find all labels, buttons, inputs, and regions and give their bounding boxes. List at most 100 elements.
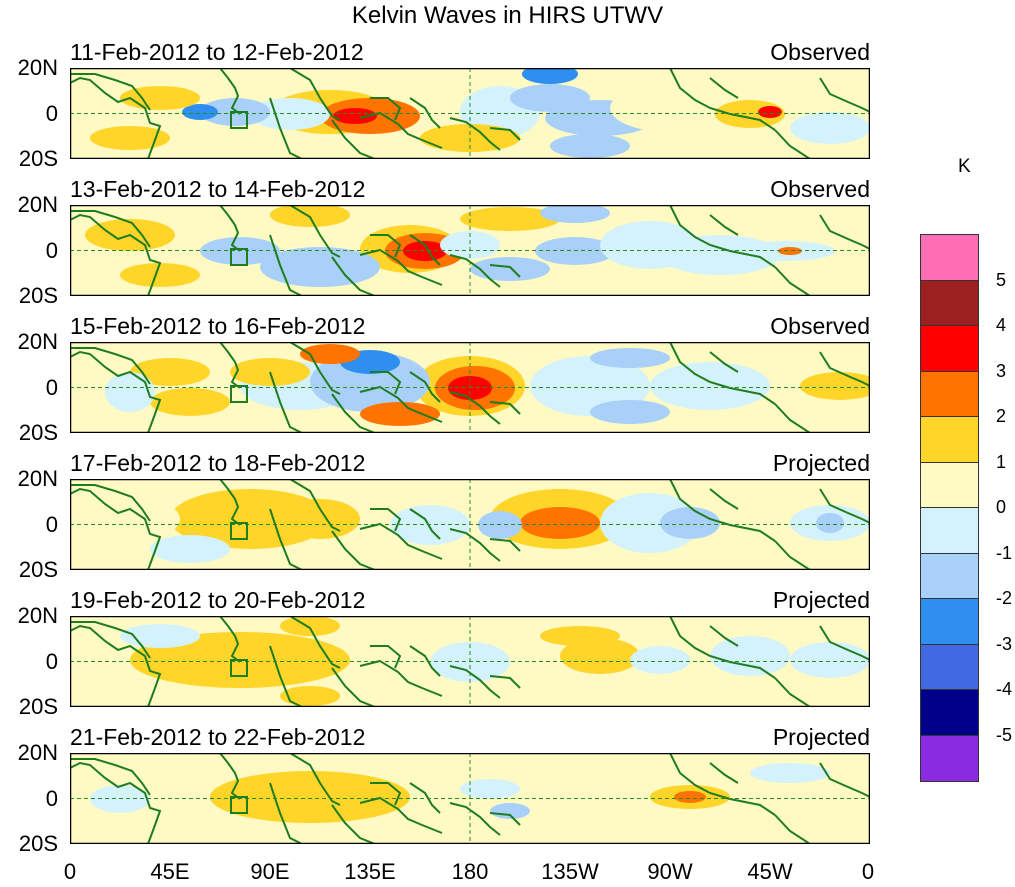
coastline	[774, 677, 811, 707]
map-frame	[70, 616, 870, 707]
latitude-label: 0	[45, 375, 58, 400]
anomaly-map	[70, 68, 870, 159]
coastline	[709, 625, 739, 647]
anomaly-contour	[710, 636, 790, 676]
coastline	[774, 814, 811, 844]
anomaly-contour	[590, 348, 670, 368]
anomaly-contour	[150, 388, 230, 416]
anomaly-contour	[170, 489, 330, 549]
anomaly-contour	[560, 638, 640, 674]
coastline	[70, 487, 162, 570]
coastline	[819, 762, 870, 798]
panel-status: Projected	[772, 724, 870, 750]
coastline	[70, 73, 151, 111]
coastline	[359, 248, 443, 286]
anomaly-contour	[750, 763, 830, 783]
anomaly-contour	[610, 84, 730, 132]
anomaly-contour	[403, 241, 447, 261]
latitude-label: 20N	[17, 329, 58, 354]
coastline	[449, 802, 501, 836]
region-box	[230, 522, 248, 540]
anomaly-contour	[280, 499, 360, 539]
panel-date-range: 13-Feb-2012 to 14-Feb-2012	[70, 176, 366, 202]
anomaly-contour	[120, 263, 200, 287]
x-tick-label: 0	[63, 859, 77, 884]
coastline	[370, 97, 402, 121]
coastline	[449, 117, 501, 151]
coastline	[819, 488, 870, 524]
latitude-label: 20S	[18, 831, 58, 856]
coastline	[331, 256, 376, 296]
anomaly-contour	[460, 779, 520, 799]
colorbar-label: -5	[996, 724, 1013, 745]
anomaly-contour	[660, 507, 720, 539]
latitude-label: 20N	[17, 603, 58, 628]
x-tick-label: 135W	[541, 859, 599, 884]
colorbar-label: -2	[996, 588, 1013, 608]
colorbar-box	[921, 599, 978, 645]
anomaly-contour	[590, 400, 670, 424]
anomaly-contour	[816, 513, 844, 533]
latitude-label: 0	[45, 512, 58, 537]
coastline	[669, 68, 776, 131]
colorbar-box	[921, 417, 978, 463]
coastline	[70, 350, 162, 433]
anomaly-contour	[674, 791, 706, 803]
x-tick-label: 90W	[647, 859, 693, 884]
anomaly-contour	[105, 372, 155, 412]
anomaly-contour	[280, 616, 340, 636]
latitude-label: 20S	[18, 283, 58, 308]
colorbar-box	[921, 462, 978, 508]
colorbar-label: 4	[996, 315, 1007, 335]
anomaly-contour	[522, 68, 578, 84]
coastline	[359, 111, 443, 149]
colorbar-label: 0	[996, 497, 1007, 517]
latitude-label: 0	[45, 649, 58, 674]
coastline	[331, 119, 376, 159]
coastline	[709, 351, 739, 373]
panel-status: Observed	[770, 39, 870, 65]
anomaly-contour	[460, 207, 560, 231]
coastline	[359, 522, 443, 560]
coastline	[449, 528, 501, 562]
anomaly-contour	[600, 493, 700, 553]
colorbar-box	[921, 235, 978, 281]
region-box	[230, 385, 248, 403]
coastline	[489, 538, 521, 552]
coastline	[70, 624, 162, 707]
latitude-label: 20S	[18, 557, 58, 582]
x-tick-label: 45E	[150, 859, 190, 884]
anomaly-contour	[90, 126, 170, 150]
coastline	[70, 484, 151, 522]
coastline	[331, 667, 376, 707]
coastline	[70, 76, 162, 159]
anomaly-contour	[520, 507, 600, 539]
region-box	[230, 796, 248, 814]
coastline	[70, 758, 151, 796]
x-tick-label: 90E	[250, 859, 290, 884]
coastline	[370, 234, 402, 258]
x-axis: 0 45E 90E 135E 180 135W 90W 45W 0	[0, 860, 900, 886]
panel-status: Projected	[772, 587, 870, 613]
anomaly-contour	[550, 134, 630, 158]
coastline	[819, 77, 870, 113]
coastline	[449, 254, 501, 288]
coastline	[289, 616, 341, 669]
anomaly-contour	[130, 358, 210, 386]
coastline	[331, 393, 376, 433]
coastline	[489, 401, 521, 415]
coastline	[219, 479, 241, 526]
panel-status: Observed	[770, 176, 870, 202]
anomaly-contour	[280, 686, 340, 706]
x-tick-label: 180	[451, 859, 489, 884]
colorbar-box	[921, 690, 978, 736]
coastline	[370, 508, 402, 532]
anomaly-contour	[778, 247, 802, 255]
panel-status: Projected	[772, 450, 870, 476]
coastline	[449, 665, 501, 699]
coastline	[489, 264, 521, 278]
anomaly-map	[70, 342, 870, 433]
map-frame	[70, 68, 870, 159]
latitude-label: 20S	[18, 146, 58, 171]
colorbar-label: 1	[996, 451, 1007, 472]
